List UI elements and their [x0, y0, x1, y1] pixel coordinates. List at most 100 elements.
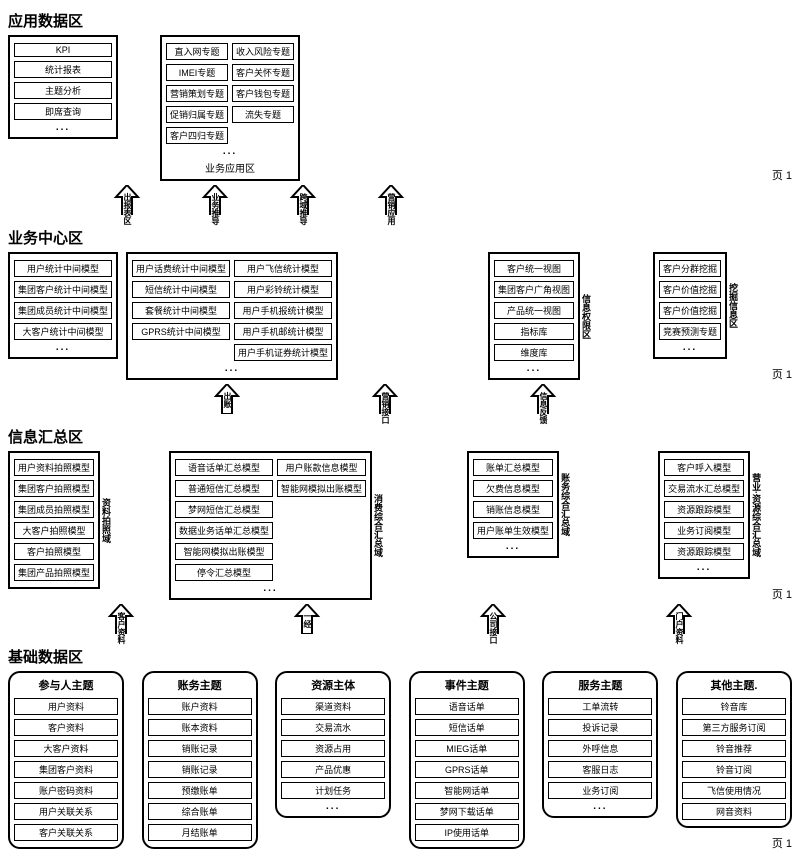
app-right-box: 直入网专题IMEI专题营销策划专题促销归属专题客户四归专题 收入风险专题客户关怀… [160, 35, 300, 181]
base-col-title: 其他主题. [682, 677, 786, 693]
list-item: 用户手机邮统计模型 [234, 323, 332, 340]
list-item: 铃音订阅 [682, 761, 786, 778]
list-item: 资源跟踪模型 [664, 501, 744, 518]
base-col-title: 服务主题 [548, 677, 652, 693]
arrow-label: 一经 [303, 612, 311, 628]
base-column: 参与人主题用户资料客户资料大客户资料集团客户资料账户密码资料用户关联关系客户关联… [8, 671, 124, 849]
list-item: 指标库 [494, 323, 574, 340]
arrow-label: 营销应用 [387, 193, 395, 225]
arrow-label: 公司接口 [489, 612, 497, 644]
list-item: 渠道资料 [281, 698, 385, 715]
list-item: 用户手机报统计模型 [234, 302, 332, 319]
biz-box-1: 用户话费统计中间模型短信统计中间模型套餐统计中间模型GPRS统计中间模型 用户飞… [126, 252, 338, 380]
list-item: 用户关联关系 [14, 803, 118, 820]
dots: ... [494, 363, 574, 374]
up-arrow: 门户资料 [660, 604, 698, 644]
list-item: 集团客户资料 [14, 761, 118, 778]
list-item: 客户四归专题 [166, 127, 228, 144]
list-item: 即席查询 [14, 103, 112, 120]
info-b1-side: 资料拍照域 [100, 496, 113, 545]
biz-title: 业务中心区 [8, 227, 792, 248]
list-item: 客户钱包专题 [232, 85, 294, 102]
list-item: 短信统计中间模型 [132, 281, 230, 298]
base-column: 账务主题账户资料账本资料销账记录销账记录预缴账单综合账单月结账单 [142, 671, 258, 849]
up-arrow: 信息反馈 [524, 384, 562, 424]
base-col-title: 事件主题 [415, 677, 519, 693]
list-item: 欠费信息模型 [473, 480, 553, 497]
app-right-footer: 业务应用区 [166, 160, 294, 175]
list-item: 集团产品拍照模型 [14, 564, 94, 581]
list-item: 产品统一视图 [494, 302, 574, 319]
dots: ... [473, 541, 553, 552]
up-arrow: 一经 [288, 604, 326, 644]
list-item: 客户呼入模型 [664, 459, 744, 476]
list-item: IMEI专题 [166, 64, 228, 81]
page-num: 页 1 [772, 167, 792, 183]
app-left-box: KPI统计报表主题分析即席查询 ... [8, 35, 118, 139]
up-arrow: 营销应用 [372, 185, 410, 225]
list-item: 用户飞信统计模型 [234, 260, 332, 277]
list-item: 统计报表 [14, 61, 112, 78]
biz-right2-side: 挖掘信息区 [727, 281, 740, 330]
arrow-label: 出报表区 [123, 193, 131, 225]
list-item: GPRS统计中间模型 [132, 323, 230, 340]
arrow-label: 信息反馈 [539, 392, 547, 424]
list-item: 客户价值挖掘 [659, 302, 721, 319]
page-num: 页 1 [772, 586, 792, 602]
arrows-info-top: 出账 营销接口 信息反馈 [208, 384, 792, 424]
list-item: 集团客户拍照模型 [14, 480, 94, 497]
list-item: 用户资料拍照模型 [14, 459, 94, 476]
arrow-label: 营销接口 [381, 392, 389, 424]
info-b2-side: 消费综合汇总域 [372, 492, 385, 559]
list-item: 集团客户广角视图 [494, 281, 574, 298]
biz-right2: 客户分群挖掘客户价值挖掘客户价值挖掘竞赛预测专题 ... [653, 252, 727, 359]
list-item: 客户统一视图 [494, 260, 574, 277]
arrow-label: 出账 [223, 392, 231, 408]
list-item: MIEG话单 [415, 740, 519, 757]
info-b3-side: 账务综合汇总域 [559, 471, 572, 538]
list-item: 语音话单汇总模型 [175, 459, 273, 476]
list-item: 产品优惠 [281, 761, 385, 778]
info-b2: 语音话单汇总模型普通短信汇总模型梦网短信汇总模型数据业务话单汇总模型智能网模拟出… [169, 451, 372, 600]
list-item: 普通短信汇总模型 [175, 480, 273, 497]
page-num: 页 1 [772, 835, 792, 851]
list-item: 账本资料 [148, 719, 252, 736]
list-item: 集团成员拍照模型 [14, 501, 94, 518]
dots: ... [132, 363, 332, 374]
biz-box-0: 用户统计中间模型集团客户统计中间模型集团成员统计中间模型大客户统计中间模型 ..… [8, 252, 118, 359]
arrow-label: 跨域推导 [299, 193, 307, 225]
list-item: 交易流水汇总模型 [664, 480, 744, 497]
list-item: GPRS话单 [415, 761, 519, 778]
list-item: 工单流转 [548, 698, 652, 715]
list-item: 集团客户统计中间模型 [14, 281, 112, 298]
dots: ... [175, 583, 366, 594]
dots: ... [14, 122, 112, 133]
dots: ... [664, 562, 744, 573]
list-item: 用户话费统计中间模型 [132, 260, 230, 277]
list-item: 用户资料 [14, 698, 118, 715]
list-item: 竞赛预测专题 [659, 323, 721, 340]
arrow-label: 客户资料 [117, 612, 125, 644]
info-b3: 账单汇总模型欠费信息模型销账信息模型用户账单生效模型 ... [467, 451, 559, 558]
list-item: 智能网话单 [415, 782, 519, 799]
base-col-title: 账务主题 [148, 677, 252, 693]
list-item: 铃音库 [682, 698, 786, 715]
list-item: 促销归属专题 [166, 106, 228, 123]
list-item: 短信话单 [415, 719, 519, 736]
list-item: 客户关联关系 [14, 824, 118, 841]
list-item: 资源跟踪模型 [664, 543, 744, 560]
list-item: 营销策划专题 [166, 85, 228, 102]
list-item: 销账信息模型 [473, 501, 553, 518]
list-item: 大客户统计中间模型 [14, 323, 112, 340]
page-num: 页 1 [772, 366, 792, 382]
base-col-title: 资源主体 [281, 677, 385, 693]
list-item: 收入风险专题 [232, 43, 294, 60]
list-item: 客户关怀专题 [232, 64, 294, 81]
base-column: 资源主体渠道资料交易流水资源占用产品优惠计划任务... [275, 671, 391, 818]
list-item: 计划任务 [281, 782, 385, 799]
layer-app: 应用数据区 KPI统计报表主题分析即席查询 ... 直入网专题IMEI专题营销策… [8, 10, 792, 181]
up-arrow: 业务推导 [196, 185, 234, 225]
list-item: 外呼信息 [548, 740, 652, 757]
up-arrow: 出报表区 [108, 185, 146, 225]
list-item: 数据业务话单汇总模型 [175, 522, 273, 539]
